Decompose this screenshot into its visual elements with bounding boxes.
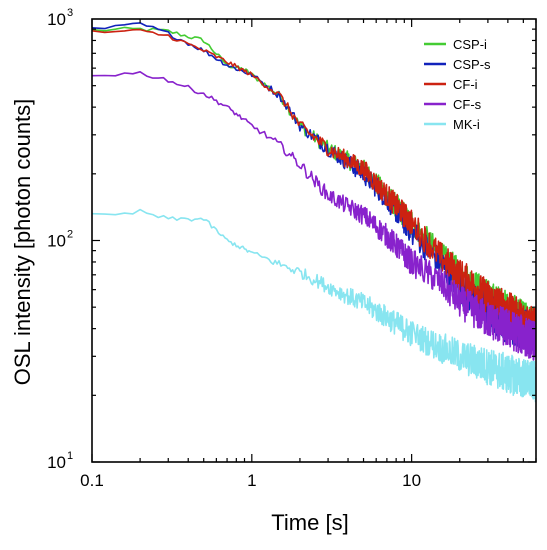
x-tick-label: 10 (402, 471, 421, 490)
legend-label-cf-s: CF-s (453, 97, 482, 112)
series-line-mk-i (92, 208, 536, 403)
y-tick-label: 10 (47, 453, 66, 472)
legend: CSP-i CSP-s CF-i CF-s MK-i (424, 37, 491, 132)
series-line-csp-s (92, 22, 536, 354)
y-tick-exponent: 3 (67, 7, 73, 19)
series-line-cf-s (92, 71, 536, 361)
y-axis-title: OSL intensity [photon counts] (10, 99, 35, 386)
series-layer (92, 22, 536, 403)
x-tick-label: 0.1 (80, 471, 104, 490)
legend-label-csp-s: CSP-s (453, 57, 491, 72)
legend-label-cf-i: CF-i (453, 77, 478, 92)
legend-label-mk-i: MK-i (453, 117, 480, 132)
y-tick-exponent: 2 (67, 229, 73, 241)
legend-label-csp-i: CSP-i (453, 37, 487, 52)
y-tick-label: 10 (47, 232, 66, 251)
x-tick-label: 1 (247, 471, 256, 490)
y-tick-exponent: 1 (67, 450, 73, 462)
x-axis-title: Time [s] (271, 510, 348, 535)
series-line-cf-i (92, 28, 536, 348)
y-tick-label: 10 (47, 10, 66, 29)
